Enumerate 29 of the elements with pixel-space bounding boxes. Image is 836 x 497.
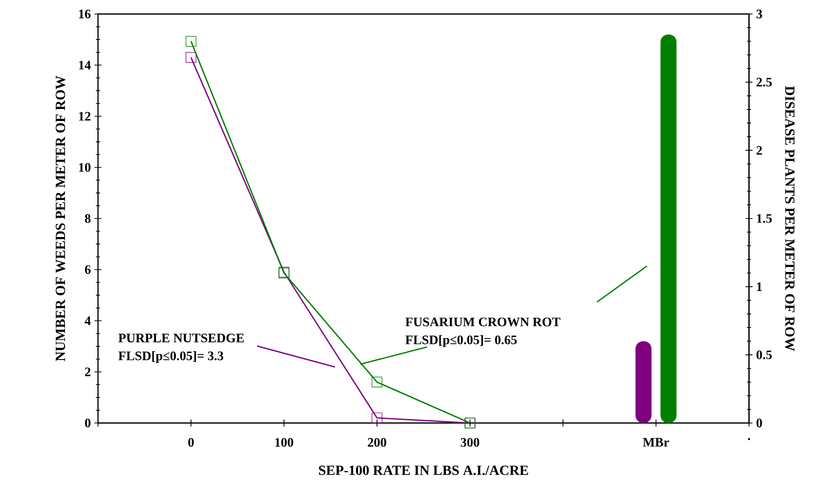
y-tick-label: 16: [79, 10, 91, 18]
x-tick-label: 0: [188, 438, 194, 447]
y2-axis-title: DISEASE PLANTS PER METER OF ROW: [785, 86, 795, 351]
x-tick-label: MBr: [642, 438, 670, 447]
annotation: FLSD[p≤0.05]= 0.65: [405, 335, 517, 347]
y-tick-label: 8: [84, 214, 91, 223]
annotation: FUSARIUM CROWN ROT: [405, 318, 560, 326]
x-axis-title: SEP-100 RATE IN LBS A.I./ACRE: [318, 466, 528, 476]
y2-tick-label: 1: [757, 282, 762, 291]
y2-tick-label: 1.5: [757, 214, 772, 223]
y-tick-label: 4: [84, 316, 91, 326]
y-axis-title: NUMBER OF WEEDS PER METER OF ROW: [56, 76, 66, 362]
y2-tick-label: 3: [756, 10, 762, 18]
y-tick-label: 10: [79, 163, 90, 172]
y2-tick-label: 2: [756, 146, 762, 155]
x-tick-label: 200: [368, 438, 386, 447]
y2-tick-label: 2.5: [756, 78, 772, 87]
y-tick-label: 6: [84, 265, 91, 274]
y-tick-label: 14: [79, 60, 91, 70]
x-tick-label: 100: [275, 438, 294, 447]
x-tick-label: .: [748, 438, 750, 440]
annotation: PURPLE NUTSEDGE: [118, 334, 244, 342]
y-tick-label: 0: [85, 418, 90, 428]
annotation: FLSD[p≤0.05]= 3.3: [118, 351, 224, 363]
y-tick-label: 12: [79, 112, 90, 121]
y-tick-label: 2: [85, 368, 90, 376]
y2-tick-label: 0: [756, 418, 762, 428]
x-tick-label: 300: [460, 438, 480, 447]
y2-tick-label: 0.5: [756, 350, 772, 360]
